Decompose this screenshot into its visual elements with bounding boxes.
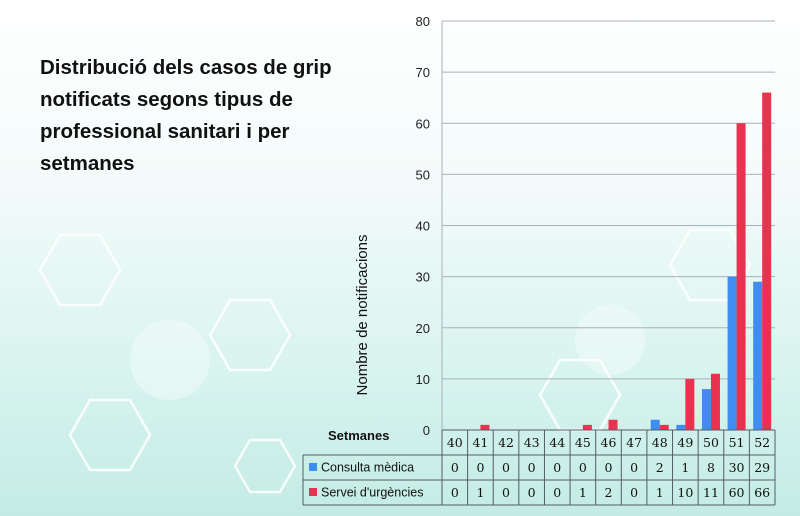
page-title: Distribució dels casos de grip notificat…: [40, 56, 332, 175]
data-label: 0: [451, 460, 459, 475]
y-tick-label: 80: [416, 14, 430, 29]
data-label: 0: [630, 485, 638, 500]
data-label: 60: [729, 485, 745, 500]
data-label: 0: [605, 460, 613, 475]
y-tick-label: 60: [416, 116, 430, 131]
data-label: 0: [451, 485, 459, 500]
data-label: 0: [476, 460, 484, 475]
y-tick-label: 50: [416, 167, 430, 182]
data-label: 2: [656, 460, 664, 475]
bar-consulta-medica: [753, 281, 763, 430]
data-label: 11: [703, 485, 719, 500]
data-label: 10: [677, 485, 693, 500]
data-label: 0: [579, 460, 587, 475]
bar-servei-urgencies: [710, 373, 720, 430]
data-table: Setmanes 40 0 0 41 0 1 42 0 0 43 0 0 44 0 0 45 0 1 46 0 2 47 0 0…: [302, 428, 776, 506]
legend-label: Consulta mèdica: [321, 461, 414, 475]
data-label: 66: [754, 485, 770, 500]
x-tick-label: 51: [729, 435, 745, 450]
y-tick-label: 0: [423, 423, 430, 438]
data-label: 0: [553, 485, 561, 500]
bar-servei-urgencies: [480, 424, 490, 430]
bar-servei-urgencies: [608, 419, 618, 430]
data-label: 0: [630, 460, 638, 475]
data-label: 2: [605, 485, 613, 500]
bar-consulta-medica: [676, 424, 686, 430]
bar-consulta-medica: [701, 389, 711, 430]
data-label: 30: [729, 460, 745, 475]
x-tick-label: 44: [549, 435, 565, 450]
legend-swatch: [309, 463, 317, 471]
data-label: 1: [656, 485, 664, 500]
y-tick-label: 20: [416, 321, 430, 336]
legend-swatch: [309, 488, 317, 496]
bars: [480, 92, 772, 430]
data-label: 29: [754, 460, 770, 475]
data-label: 1: [681, 460, 689, 475]
x-tick-label: 48: [652, 435, 668, 450]
x-tick-label: 43: [524, 435, 540, 450]
data-label: 1: [476, 485, 484, 500]
y-tick-label: 30: [416, 270, 430, 285]
x-tick-label: 50: [703, 435, 719, 450]
bar-servei-urgencies: [762, 92, 772, 430]
legend-label: Servei d'urgències: [321, 486, 423, 500]
x-tick-label: 41: [472, 435, 488, 450]
x-axis-label: Setmanes: [328, 428, 389, 443]
x-tick-label: 49: [677, 435, 693, 450]
bar-consulta-medica: [727, 276, 737, 430]
data-label: 0: [502, 460, 510, 475]
x-tick-label: 45: [575, 435, 591, 450]
data-label: 1: [579, 485, 587, 500]
x-tick-label: 46: [601, 435, 617, 450]
bar-consulta-medica: [650, 419, 660, 430]
data-label: 0: [553, 460, 561, 475]
x-tick-label: 42: [498, 435, 514, 450]
gridlines: [441, 20, 775, 431]
y-tick-label: 40: [416, 219, 430, 234]
x-tick-label: 47: [626, 435, 642, 450]
x-tick-label: 52: [754, 435, 770, 450]
data-label: 0: [502, 485, 510, 500]
data-label: 0: [528, 460, 536, 475]
x-tick-label: 40: [447, 435, 463, 450]
bar-servei-urgencies: [736, 123, 746, 430]
data-label: 8: [707, 460, 715, 475]
y-axis-label: Nombre de notificacions: [354, 235, 371, 396]
bar-servei-urgencies: [685, 378, 695, 430]
data-label: 0: [528, 485, 536, 500]
y-tick-label: 70: [416, 65, 430, 80]
y-tick-label: 10: [416, 372, 430, 387]
bar-servei-urgencies: [659, 424, 669, 430]
bar-servei-urgencies: [582, 424, 592, 430]
y-axis-ticks: 0 10 20 30 40 50 60 70 80: [416, 14, 430, 438]
